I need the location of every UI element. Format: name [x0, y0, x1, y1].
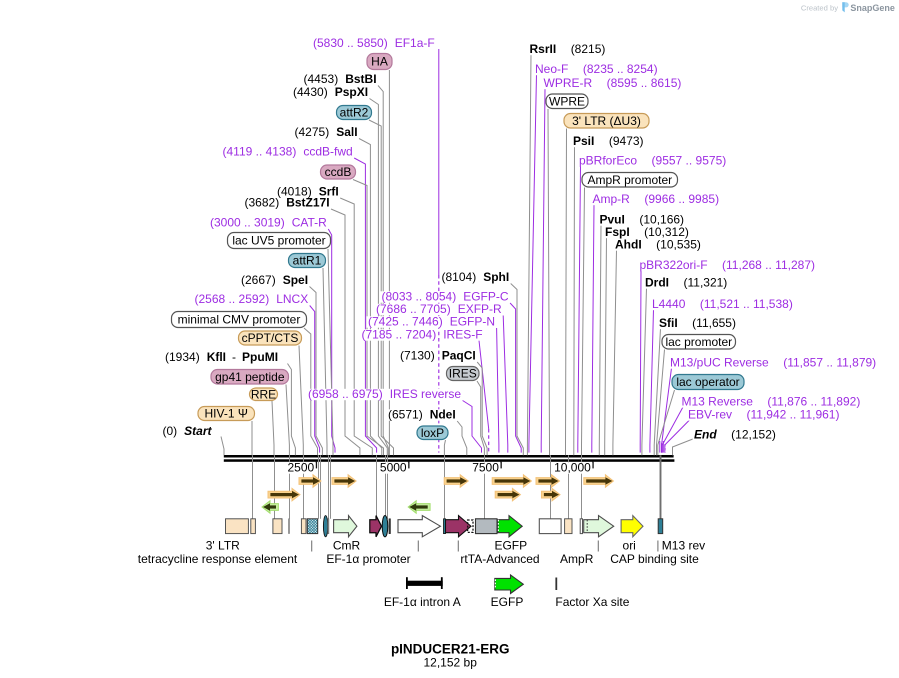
- svg-text:(4119 .. 4138)ccdB-fwd: (4119 .. 4138) ccdB-fwd: [223, 145, 353, 159]
- svg-text:(2568 .. 2592)LNCX: (2568 .. 2592) LNCX: [195, 292, 309, 306]
- svg-text:tetracycline response element: tetracycline response element: [138, 552, 298, 566]
- svg-text:EGFP: EGFP: [491, 595, 524, 609]
- svg-text:(7185 .. 7204)IRES-F: (7185 .. 7204) IRES-F: [362, 328, 483, 342]
- svg-text:(7686 .. 7705)EXFP-R: (7686 .. 7705) EXFP-R: [376, 302, 502, 316]
- svg-text:pBRforEco(9557 .. 9575): pBRforEco (9557 .. 9575): [579, 154, 726, 168]
- svg-text:Amp-R(9966 .. 9985): Amp-R (9966 .. 9985): [593, 192, 720, 206]
- svg-text:(7425 .. 7446)EGFP-N: (7425 .. 7446) EGFP-N: [368, 315, 495, 329]
- svg-text:3' LTR (ΔU3): 3' LTR (ΔU3): [572, 114, 641, 128]
- svg-text:EF-1α promoter: EF-1α promoter: [326, 552, 410, 566]
- svg-text:End(12,152): End (12,152): [694, 428, 776, 442]
- svg-text:PsiI(9473): PsiI (9473): [573, 134, 644, 148]
- svg-text:L4440(11,521 .. 11,538): L4440 (11,521 .. 11,538): [652, 297, 793, 311]
- svg-text:7500: 7500: [472, 461, 499, 475]
- svg-text:(1934)KflI-PpuMI: (1934) KflI - PpuMI: [165, 350, 278, 364]
- svg-text:(4453)BstBI: (4453) BstBI: [304, 72, 377, 86]
- svg-text:(2667)SpeI: (2667) SpeI: [241, 273, 308, 287]
- svg-text:WPRE-R(8595 .. 8615): WPRE-R (8595 .. 8615): [544, 76, 682, 90]
- svg-text:(6571)NdeI: (6571) NdeI: [388, 408, 456, 422]
- svg-text:AmpR promoter: AmpR promoter: [587, 173, 672, 187]
- svg-text:SfiI(11,655): SfiI (11,655): [659, 316, 736, 330]
- svg-text:RRE: RRE: [251, 387, 276, 401]
- svg-text:(8104)SphI: (8104) SphI: [442, 270, 510, 284]
- svg-text:M13 Reverse(11,876 .. 11,892): M13 Reverse (11,876 .. 11,892): [682, 395, 861, 409]
- svg-text:3' LTR: 3' LTR: [206, 539, 240, 553]
- svg-text:HIV-1 Ψ: HIV-1 Ψ: [205, 407, 248, 421]
- svg-text:EF-1α intron A: EF-1α intron A: [384, 595, 461, 609]
- svg-text:2500: 2500: [287, 461, 314, 475]
- svg-text:(4018)SrfI: (4018) SrfI: [277, 185, 339, 199]
- svg-text:12,152 bp: 12,152 bp: [424, 656, 478, 670]
- svg-text:(3000 .. 3019)CAT-R: (3000 .. 3019) CAT-R: [210, 216, 327, 230]
- svg-text:CmR: CmR: [333, 539, 361, 553]
- svg-text:PvuI(10,166): PvuI (10,166): [600, 213, 685, 227]
- svg-text:(5830 .. 5850)EF1a-F: (5830 .. 5850) EF1a-F: [313, 36, 435, 50]
- svg-text:rtTA-Advanced: rtTA-Advanced: [460, 552, 539, 566]
- svg-text:Neo-F(8235 .. 8254): Neo-F (8235 .. 8254): [535, 62, 658, 76]
- svg-text:lac operator: lac operator: [676, 375, 739, 389]
- svg-text:FspI(10,312): FspI (10,312): [605, 225, 689, 239]
- svg-text:RsrII(8215): RsrII (8215): [530, 42, 606, 56]
- svg-text:M13 rev: M13 rev: [662, 539, 705, 553]
- svg-text:(3682)BstZ17I: (3682) BstZ17I: [245, 196, 330, 210]
- svg-text:(8033 .. 8054)EGFP-C: (8033 .. 8054) EGFP-C: [382, 290, 509, 304]
- svg-text:pBR322ori-F(11,268 .. 11,287): pBR322ori-F (11,268 .. 11,287): [640, 258, 815, 272]
- svg-text:EGFP: EGFP: [494, 539, 527, 553]
- svg-text:AhdI(10,535): AhdI (10,535): [615, 238, 701, 252]
- svg-text:minimal CMV promoter: minimal CMV promoter: [178, 313, 301, 327]
- svg-text:pINDUCER21-ERG: pINDUCER21-ERG: [391, 642, 510, 657]
- svg-text:attR2: attR2: [340, 106, 369, 120]
- svg-text:(4430)PspXI: (4430) PspXI: [293, 85, 368, 99]
- svg-text:(7130)PaqCI: (7130) PaqCI: [400, 349, 476, 363]
- svg-text:WPRE: WPRE: [549, 95, 585, 109]
- svg-text:Factor Xa site: Factor Xa site: [555, 595, 629, 609]
- svg-text:ccdB: ccdB: [325, 165, 352, 179]
- svg-text:IRES: IRES: [449, 367, 477, 381]
- svg-text:attR1: attR1: [293, 254, 322, 268]
- svg-text:(4275)SalI: (4275) SalI: [295, 125, 358, 139]
- svg-text:(0)Start: (0) Start: [163, 424, 213, 438]
- svg-text:lac UV5 promoter: lac UV5 promoter: [232, 234, 325, 248]
- svg-text:EBV-rev(11,942 .. 11,961): EBV-rev (11,942 .. 11,961): [688, 408, 839, 422]
- svg-text:cPPT/CTS: cPPT/CTS: [242, 331, 299, 345]
- svg-text:Created by: Created by: [801, 3, 838, 12]
- svg-text:M13/pUC Reverse(11,857 .. 11,8: M13/pUC Reverse (11,857 .. 11,879): [670, 356, 876, 370]
- svg-text:10,000: 10,000: [554, 461, 591, 475]
- svg-text:AmpR: AmpR: [560, 552, 594, 566]
- svg-text:HA: HA: [371, 55, 388, 69]
- svg-text:loxP: loxP: [421, 426, 444, 440]
- svg-text:DrdI(11,321): DrdI (11,321): [645, 276, 727, 290]
- svg-text:CAP binding site: CAP binding site: [610, 552, 699, 566]
- svg-text:ori: ori: [623, 539, 636, 553]
- svg-text:5000: 5000: [380, 461, 407, 475]
- svg-text:(6958 .. 6975)IRES reverse: (6958 .. 6975) IRES reverse: [308, 387, 461, 401]
- svg-text:SnapGene: SnapGene: [850, 3, 895, 13]
- svg-text:gp41 peptide: gp41 peptide: [215, 370, 285, 384]
- svg-text:lac promoter: lac promoter: [665, 335, 732, 349]
